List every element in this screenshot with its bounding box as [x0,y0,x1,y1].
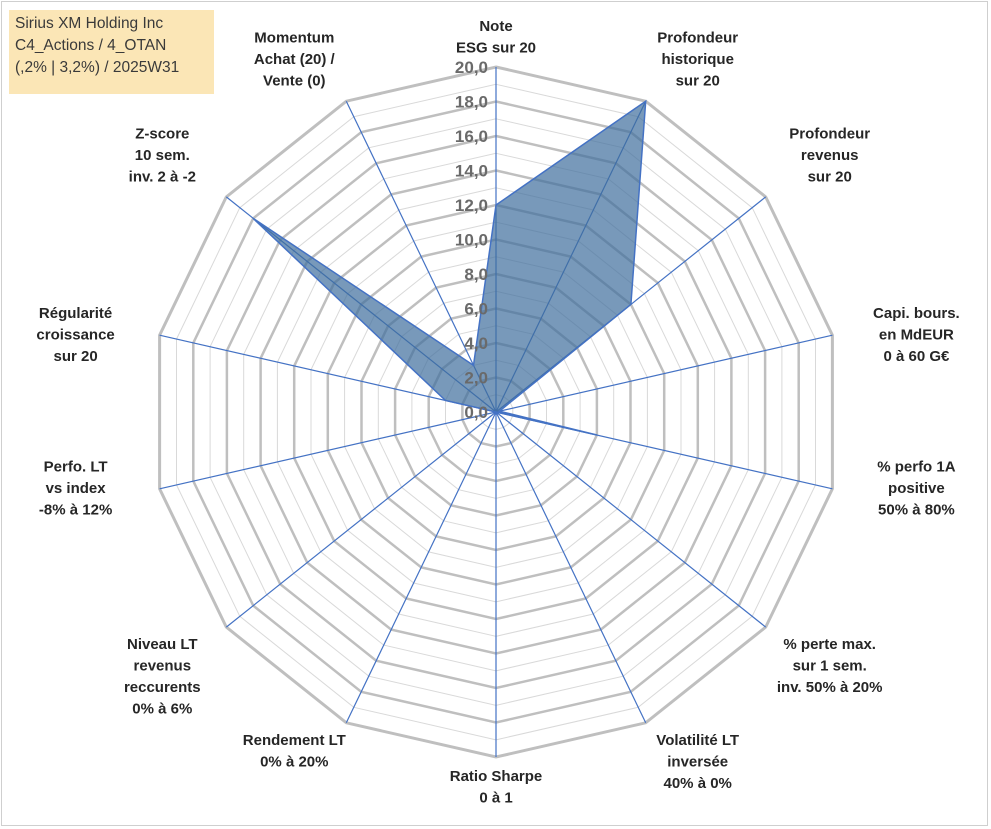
tick-label: 2,0 [464,369,488,388]
tick-label: 20,0 [455,58,488,77]
axis-label-line: Z-score [135,125,189,142]
axis-label-line: revenus [134,658,192,675]
axis-label-line: 10 sem. [135,147,190,164]
axis-label: Profondeur historique sur 20 [657,30,738,90]
axis-label-line: 40% à 0% [664,775,732,792]
axis-label: % perte max. sur 1 sem. inv. 50% à 20% [777,636,883,696]
axis-label: Ratio Sharpe 0 à 1 [450,768,543,807]
chart-title-line-3: (,2% | 3,2%) / 2025W31 [15,59,180,76]
axis-label-line: sur 20 [808,168,852,185]
axis-label: Profondeur revenus sur 20 [789,125,870,185]
axis-spoke [495,334,833,413]
axis-label-line: positive [888,480,945,497]
axis-label: Momentum Achat (20) / Vente (0) [254,30,336,90]
axis-spoke [495,411,767,628]
axis-label: Note ESG sur 20 [456,18,536,57]
tick-label: 10,0 [455,231,488,250]
axis-label-line: Niveau LT [127,636,198,653]
chart-title-line-1: Sirius XM Holding Inc [15,15,164,32]
axis-label-line: Volatilité LT [656,732,739,749]
axis-label-line: % perte max. [783,636,876,653]
data-area [252,99,647,436]
axis-label: Volatilité LT inversée 40% à 0% [656,732,739,792]
axis-label: Z-score 10 sem. inv. 2 à -2 [129,125,196,185]
axis-label: Rendement LT 0% à 20% [243,732,346,771]
axis-label-line: sur 20 [676,73,720,90]
axis-label-line: -8% à 12% [39,502,112,519]
axis-label-line: inv. 50% à 20% [777,679,883,696]
axis-label-line: Rendement LT [243,732,346,749]
axis-label-line: Achat (20) / [254,51,336,68]
axis-label: Régularité croissance sur 20 [36,305,114,365]
axis-label: % perfo 1A positive 50% à 80% [877,459,956,519]
axis-spoke [225,411,497,628]
tick-label: 4,0 [464,334,488,353]
axis-label-line: 0% à 20% [260,753,328,770]
chart-title-line-2: C4_Actions / 4_OTAN [15,37,167,54]
axis-label-line: inversée [667,753,728,770]
axis-label-line: Note [479,18,512,35]
axis-label-line: reccurents [124,679,201,696]
chart-title-box: Sirius XM Holding Inc C4_Actions / 4_OTA… [9,10,214,94]
axis-label-line: Capi. bours. [873,305,960,322]
axis-spoke [495,411,647,724]
axis-label-line: % perfo 1A [877,459,956,476]
axis-label-line: historique [661,51,734,68]
axis-spoke [159,411,497,490]
axis-label-line: 50% à 80% [878,502,955,519]
axis-label-line: Profondeur [657,30,738,47]
axis-label-line: en MdEUR [879,327,954,344]
tick-label: 12,0 [455,196,488,215]
axis-label-line: revenus [801,147,859,164]
axis-label-line: vs index [46,480,107,497]
tick-label: 6,0 [464,300,488,319]
axis-spoke [159,334,497,413]
tick-label: 14,0 [455,162,488,181]
tick-label: 0,0 [464,403,488,422]
axis-spoke [345,411,497,724]
axis-label-line: Profondeur [789,125,870,142]
tick-label: 18,0 [455,93,488,112]
axis-label: Capi. bours. en MdEUR 0 à 60 G€ [873,305,960,365]
axis-label-line: 0% à 6% [132,701,192,718]
tick-label: 8,0 [464,265,488,284]
axis-label-line: 0 à 1 [479,790,512,807]
tick-label: 16,0 [455,127,488,146]
axis-label-line: Momentum [254,30,334,47]
axis-spoke [345,100,497,413]
axis-label-line: ESG sur 20 [456,40,536,57]
axis-label-line: sur 20 [53,348,97,365]
axis-label-line: Perfo. LT [44,459,108,476]
axis-label: Niveau LT revenus reccurents 0% à 6% [124,636,201,718]
axis-label-line: inv. 2 à -2 [129,168,196,185]
axis-label-line: croissance [36,327,114,344]
axis-label-line: 0 à 60 G€ [883,348,950,365]
axis-label-line: Vente (0) [263,73,326,90]
axis-label-line: Ratio Sharpe [450,768,543,785]
axis-label-line: Régularité [39,305,112,322]
axis-label-line: sur 1 sem. [793,658,867,675]
axis-label: Perfo. LT vs index -8% à 12% [39,459,112,519]
